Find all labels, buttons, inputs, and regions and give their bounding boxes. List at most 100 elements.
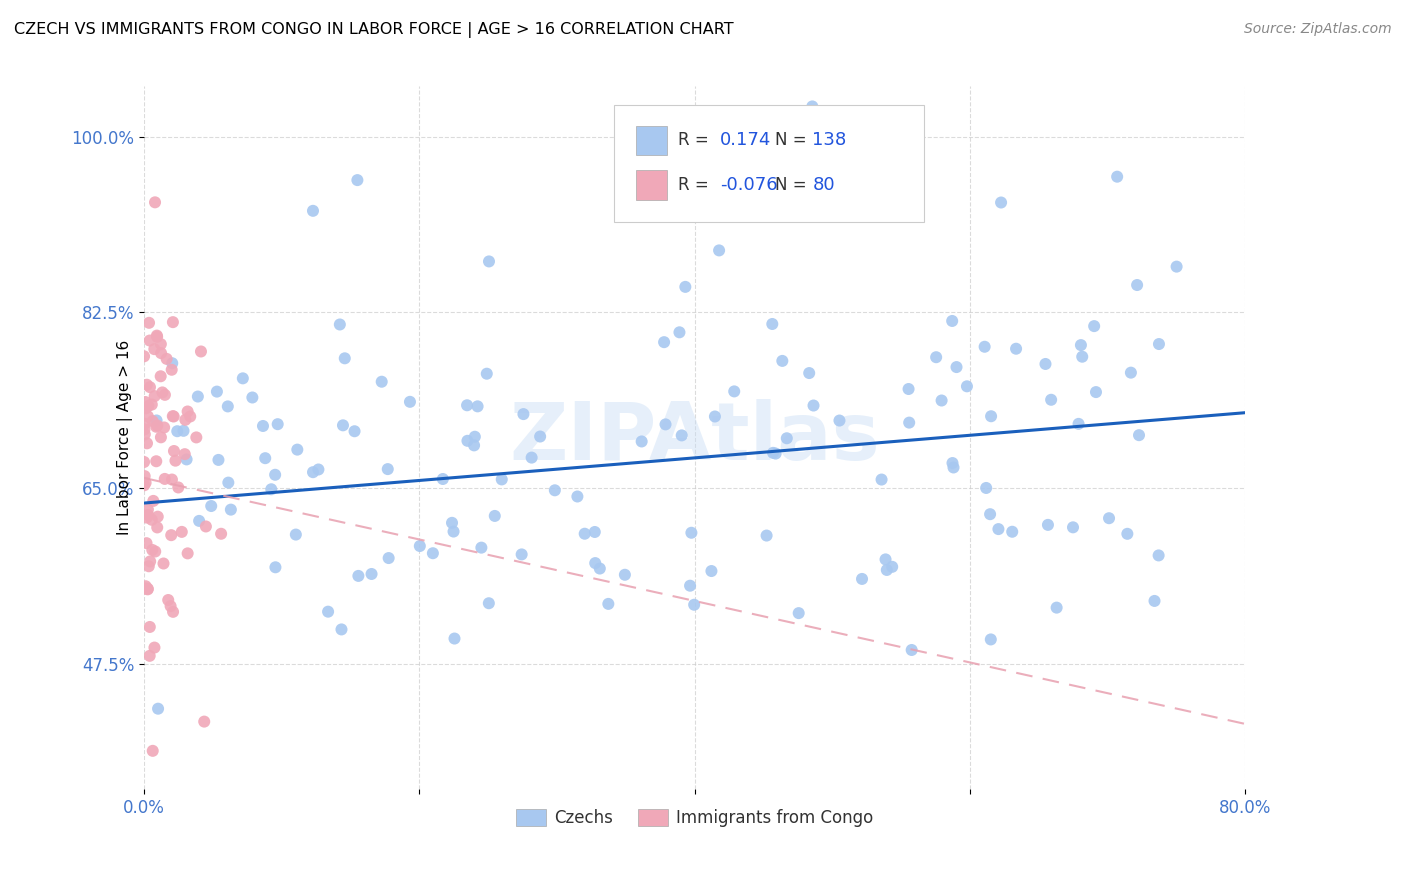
Point: [139, 620, 162, 634]
Text: 138: 138: [813, 131, 846, 150]
Point: [882, 559, 904, 574]
FancyBboxPatch shape: [614, 105, 924, 222]
Point: [141, 513, 163, 527]
Point: [150, 346, 173, 360]
Point: [138, 316, 160, 330]
Point: [135, 579, 157, 593]
Point: [162, 409, 184, 424]
Point: [941, 314, 963, 328]
Point: [332, 418, 354, 433]
Point: [153, 472, 176, 486]
Point: [149, 337, 172, 351]
Point: [803, 399, 825, 413]
Point: [143, 195, 166, 210]
Point: [700, 564, 723, 578]
Point: [679, 579, 702, 593]
Point: [186, 430, 208, 444]
Text: ZIPAtlas: ZIPAtlas: [509, 399, 880, 477]
Point: [510, 548, 533, 562]
Point: [160, 528, 183, 542]
Point: [149, 430, 172, 444]
Point: [1035, 357, 1057, 371]
Point: [285, 442, 308, 457]
Point: [567, 490, 589, 504]
Point: [174, 413, 197, 427]
Point: [652, 335, 675, 350]
Point: [973, 340, 995, 354]
Point: [135, 510, 157, 524]
Point: [143, 640, 166, 655]
Point: [260, 483, 283, 497]
Y-axis label: In Labor Force | Age > 16: In Labor Force | Age > 16: [117, 340, 132, 535]
Point: [138, 559, 160, 574]
Point: [1147, 337, 1170, 351]
Point: [1083, 319, 1105, 334]
Point: [1046, 600, 1069, 615]
Point: [135, 536, 157, 550]
Point: [463, 438, 485, 452]
Point: [134, 582, 156, 596]
Point: [478, 596, 501, 610]
Point: [135, 475, 157, 490]
Point: [240, 391, 263, 405]
Point: [1071, 350, 1094, 364]
Point: [1005, 342, 1028, 356]
Point: [1107, 169, 1129, 184]
Point: [264, 467, 287, 482]
Point: [267, 417, 290, 432]
Point: [347, 569, 370, 583]
Point: [1070, 338, 1092, 352]
Point: [329, 318, 352, 332]
Point: [776, 431, 799, 445]
Point: [145, 454, 167, 468]
Point: [138, 648, 160, 663]
Point: [770, 354, 793, 368]
Point: [1128, 428, 1150, 442]
Point: [159, 599, 181, 613]
Point: [456, 398, 478, 412]
Point: [470, 541, 492, 555]
Point: [987, 522, 1010, 536]
Text: R =: R =: [678, 131, 714, 150]
Point: [544, 483, 567, 498]
Point: [142, 494, 165, 508]
Point: [654, 417, 676, 432]
Point: [138, 399, 160, 413]
Point: [1143, 594, 1166, 608]
Text: -0.076: -0.076: [720, 176, 778, 194]
Text: R =: R =: [678, 176, 714, 194]
Point: [668, 326, 690, 340]
Point: [613, 567, 636, 582]
Point: [343, 424, 366, 438]
Text: 80: 80: [813, 176, 835, 194]
Point: [333, 351, 356, 366]
Point: [1119, 366, 1142, 380]
Point: [146, 509, 169, 524]
Point: [980, 632, 1002, 647]
Point: [146, 330, 169, 344]
Point: [150, 385, 173, 400]
Point: [377, 462, 399, 476]
Point: [136, 582, 159, 596]
Point: [134, 422, 156, 436]
Point: [145, 413, 167, 427]
Point: [1116, 526, 1139, 541]
Point: [207, 453, 229, 467]
Point: [135, 401, 157, 416]
Point: [956, 379, 979, 393]
Point: [464, 430, 486, 444]
Point: [134, 427, 156, 442]
Point: [134, 469, 156, 483]
Point: [799, 366, 821, 380]
Point: [475, 367, 498, 381]
Point: [484, 508, 506, 523]
Point: [143, 342, 166, 356]
Point: [219, 502, 242, 516]
Point: [135, 377, 157, 392]
Point: [851, 572, 873, 586]
Point: [330, 623, 353, 637]
Point: [1147, 549, 1170, 563]
Point: [187, 390, 209, 404]
Point: [990, 195, 1012, 210]
Point: [583, 524, 606, 539]
